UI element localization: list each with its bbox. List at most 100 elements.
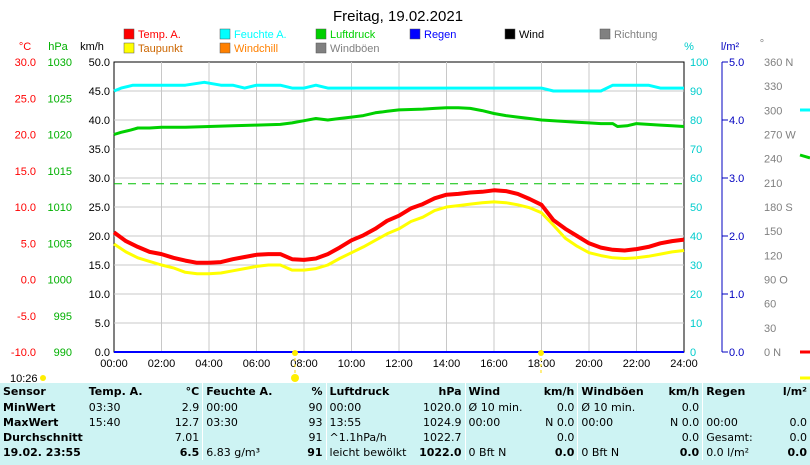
legend-swatch bbox=[599, 28, 611, 40]
legend-label: Regen bbox=[424, 29, 456, 41]
legend-label: Luftdruck bbox=[330, 29, 376, 41]
temp-value: 12.7 bbox=[174, 416, 200, 429]
time-markers: 10:26 bbox=[10, 108, 810, 383]
y-tick-pressure: 1000 bbox=[48, 275, 72, 287]
y-tick-direction: 30 bbox=[764, 323, 776, 335]
legend-label: Taupunkt bbox=[138, 43, 183, 55]
legend-swatch bbox=[123, 28, 135, 40]
humidity-value: 90 bbox=[308, 401, 323, 414]
y-tick-wind: 5.0 bbox=[95, 318, 110, 330]
y-tick-wind: 15.0 bbox=[89, 260, 110, 272]
statistics-row-current: 19.02. 23:55 6.5 6.83 g/m³ 91 leicht bew… bbox=[0, 445, 810, 460]
x-tick-label: 02:00 bbox=[148, 358, 176, 370]
pressure-value: 1024.9 bbox=[423, 416, 462, 429]
header-humidity: Feuchte A. bbox=[202, 383, 276, 400]
temp-value: 2.9 bbox=[181, 401, 200, 414]
y-tick-wind: 35.0 bbox=[89, 144, 110, 156]
gust-value: N 0.0 bbox=[669, 416, 700, 429]
y-tick-wind: 0.0 bbox=[95, 347, 110, 359]
y-tick-humidity: 100 bbox=[690, 57, 708, 69]
current-sun-marker bbox=[291, 374, 299, 382]
y-tick-pressure: 1015 bbox=[48, 166, 72, 178]
gust-time bbox=[577, 430, 647, 445]
gust-value: 0.0 bbox=[679, 446, 700, 459]
y-tick-temp: 15.0 bbox=[15, 166, 36, 178]
statistics-row-average: Durchschnitt 7.01 91 ^1.1hPa/h 1022.7 0.… bbox=[0, 430, 810, 445]
legend-swatch bbox=[219, 42, 231, 54]
pressure-time: 00:00 bbox=[325, 400, 410, 415]
row-label: Durchschnitt bbox=[3, 431, 83, 444]
y-tick-humidity: 0 bbox=[690, 347, 696, 359]
row-label: MaxWert bbox=[3, 416, 59, 429]
legend-swatch bbox=[123, 42, 135, 54]
y-tick-rain: 5.0 bbox=[729, 57, 744, 69]
axis-ticks: 30.025.020.015.010.05.00.0-5.0-10.010301… bbox=[11, 57, 796, 370]
rain-time: 00:00 bbox=[702, 415, 763, 430]
sun-marker bbox=[538, 350, 544, 356]
header-wind: Wind bbox=[464, 383, 526, 400]
y-tick-temp: 0.0 bbox=[21, 275, 36, 287]
legend-label: Feuchte A. bbox=[234, 29, 287, 41]
y-tick-rain: 0.0 bbox=[729, 347, 744, 359]
statistics-table: Sensor Temp. A. °C Feuchte A. % Luftdruc… bbox=[0, 383, 810, 460]
y-tick-wind: 20.0 bbox=[89, 231, 110, 243]
legend-swatch bbox=[219, 28, 231, 40]
header-rain-unit: l/m² bbox=[782, 385, 807, 398]
y-tick-humidity: 60 bbox=[690, 173, 702, 185]
y-tick-wind: 40.0 bbox=[89, 115, 110, 127]
temp-value: 7.01 bbox=[174, 431, 200, 444]
y-tick-direction: 60 bbox=[764, 299, 776, 311]
temp-time bbox=[86, 430, 149, 445]
y-tick-humidity: 10 bbox=[690, 318, 702, 330]
axis-header-wind: km/h bbox=[80, 41, 104, 53]
x-tick-label: 00:00 bbox=[100, 358, 128, 370]
row-label: 19.02. 23:55 bbox=[3, 446, 81, 459]
time-marker-dot bbox=[40, 375, 46, 381]
series-line-temp-a bbox=[112, 188, 685, 265]
humidity-time: 00:00 bbox=[202, 400, 276, 415]
temp-time: 03:30 bbox=[88, 401, 121, 414]
gust-time: Ø 10 min. bbox=[577, 400, 647, 415]
y-tick-rain: 4.0 bbox=[729, 115, 744, 127]
wind-time: 00:00 bbox=[464, 415, 526, 430]
y-tick-humidity: 70 bbox=[690, 144, 702, 156]
pressure-trend: ^1.1hPa/h bbox=[325, 430, 410, 445]
wind-value: 0.0 bbox=[554, 446, 575, 459]
gust-value: 0.0 bbox=[681, 431, 700, 444]
axis-headers: °C hPa km/h% l/m² ° bbox=[19, 38, 764, 53]
header-rain: Regen bbox=[702, 383, 763, 400]
x-tick-label: 06:00 bbox=[243, 358, 271, 370]
absolute-humidity: 6.83 g/m³ bbox=[202, 445, 276, 460]
header-humidity-unit: % bbox=[311, 385, 323, 398]
legend-label: Windböen bbox=[330, 43, 380, 55]
axis-header-humidity: % bbox=[684, 41, 694, 53]
header-pressure-unit: hPa bbox=[438, 385, 462, 398]
header-gust: Windböen bbox=[577, 383, 647, 400]
statistics-header-row: Sensor Temp. A. °C Feuchte A. % Luftdruc… bbox=[0, 383, 810, 400]
y-tick-direction: 360 N bbox=[764, 57, 793, 69]
y-tick-direction: 270 W bbox=[764, 130, 796, 142]
y-tick-direction: 300 bbox=[764, 105, 782, 117]
row-label: MinWert bbox=[3, 401, 56, 414]
y-tick-wind: 45.0 bbox=[89, 86, 110, 98]
chart-legend: Temp. A. Feuchte A. Luftdruck Regen Wind Rich… bbox=[123, 28, 657, 55]
weather-chart: Freitag, 19.02.2021 Temp. A. Feuchte A. Lu… bbox=[10, 8, 810, 383]
header-gust-unit: km/h bbox=[668, 385, 700, 398]
y-tick-pressure: 990 bbox=[54, 347, 72, 359]
humidity-time bbox=[202, 430, 276, 445]
wind-value: 0.0 bbox=[556, 431, 575, 444]
axis-header-temp: °C bbox=[19, 41, 31, 53]
pressure-value: 1022.7 bbox=[423, 431, 462, 444]
gust-value: 0.0 bbox=[681, 401, 700, 414]
y-tick-temp: 25.0 bbox=[15, 93, 36, 105]
y-tick-wind: 30.0 bbox=[89, 173, 110, 185]
header-wind-unit: km/h bbox=[543, 385, 575, 398]
y-tick-temp: 5.0 bbox=[21, 238, 36, 250]
x-tick-label: 10:00 bbox=[338, 358, 366, 370]
legend-label: Wind bbox=[519, 29, 544, 41]
humidity-time: 03:30 bbox=[202, 415, 276, 430]
legend-swatch bbox=[409, 28, 421, 40]
x-tick-label: 14:00 bbox=[433, 358, 461, 370]
header-temp: Temp. A. bbox=[88, 385, 143, 398]
y-tick-direction: 330 bbox=[764, 81, 782, 93]
